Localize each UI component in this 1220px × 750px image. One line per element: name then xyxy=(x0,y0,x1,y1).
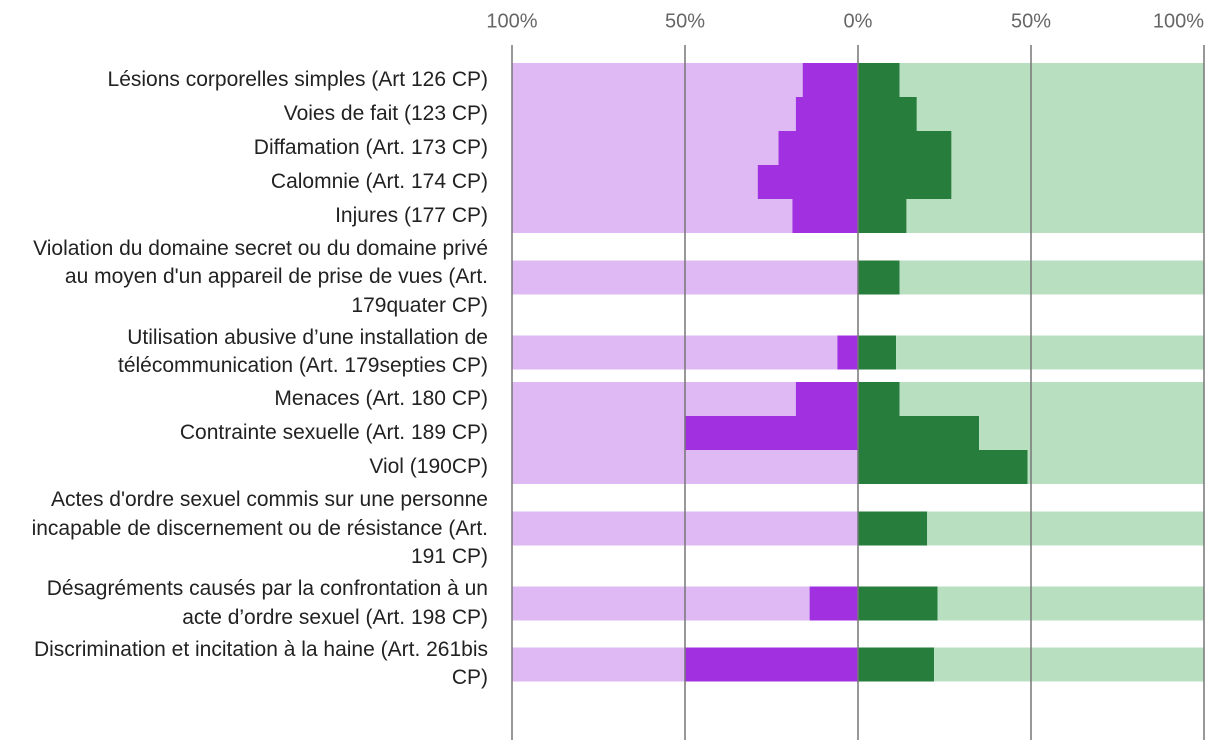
x-tick-label: 50% xyxy=(665,10,705,32)
bar-segment xyxy=(757,165,858,199)
x-tick-label: 100% xyxy=(486,10,537,32)
bar-segment xyxy=(512,382,796,416)
bar-segment xyxy=(512,416,685,450)
category-label: Viol (190CP) xyxy=(369,455,488,479)
bar-segment xyxy=(512,199,793,233)
bar-segment xyxy=(1027,450,1204,484)
bar-segment xyxy=(512,131,779,165)
bar-segment xyxy=(795,382,858,416)
bar-segment xyxy=(951,165,1204,199)
bar-segment xyxy=(899,382,1204,416)
bar-segment xyxy=(512,63,803,97)
category-label: Contrainte sexuelle (Art. 189 CP) xyxy=(179,421,488,445)
bar-segment xyxy=(858,382,900,416)
bar-segment xyxy=(951,131,1204,165)
category-label: Voies de fait (123 CP) xyxy=(283,101,488,125)
bar-segment xyxy=(858,63,900,97)
category-label: Lésions corporelles simples (Art 126 CP) xyxy=(107,67,488,91)
bar-segment xyxy=(899,63,1204,97)
bar-segment xyxy=(778,131,858,165)
category-label: Discrimination et incitation à la haine … xyxy=(33,637,488,690)
bar-segment xyxy=(899,260,1204,295)
bar-segment xyxy=(858,260,900,295)
bar-segment xyxy=(858,97,917,131)
category-label: Calomnie (Art. 174 CP) xyxy=(270,169,488,193)
bar-segment xyxy=(512,586,810,621)
category-labels: Lésions corporelles simples (Art 126 CP)… xyxy=(10,63,488,695)
x-tick-label: 50% xyxy=(1011,10,1051,32)
bar-segment xyxy=(858,131,952,165)
bar-segment xyxy=(837,335,858,370)
bar-segment xyxy=(795,97,858,131)
bar-segment xyxy=(916,97,1204,131)
category-label: Désagréments causés par la confrontation… xyxy=(46,577,488,629)
bar-segment xyxy=(858,450,1028,484)
bar-segment xyxy=(858,165,952,199)
bar-segment xyxy=(858,199,907,233)
category-label: Diffamation (Art. 173 CP) xyxy=(253,135,488,159)
category-label: Violation du domaine secret ou du domain… xyxy=(33,237,488,317)
category-label: Actes d'ordre sexuel commis sur une pers… xyxy=(31,488,488,569)
bar-segment xyxy=(858,335,897,370)
bar-segment xyxy=(896,335,1204,370)
bar-segment xyxy=(512,647,685,682)
bar-segment xyxy=(802,63,858,97)
bar-segment xyxy=(906,199,1204,233)
bar-segment xyxy=(858,416,980,450)
bar-segment xyxy=(858,647,935,682)
bar-segment xyxy=(858,511,928,546)
bar-segment xyxy=(512,335,838,370)
bar-segment xyxy=(792,199,858,233)
bar-segment xyxy=(809,586,858,621)
bar-segment xyxy=(937,586,1204,621)
category-label: Utilisation abusive d’une installation d… xyxy=(118,325,488,378)
bar-segment xyxy=(858,586,938,621)
bar-segment xyxy=(934,647,1204,682)
bar-segment xyxy=(979,416,1204,450)
bar-segment xyxy=(927,511,1204,546)
bar-segment xyxy=(685,416,858,450)
x-tick-label: 0% xyxy=(844,10,873,32)
bar-segment xyxy=(512,165,758,199)
x-tick-label: 100% xyxy=(1153,10,1204,32)
bar-segment xyxy=(685,647,858,682)
bar-segment xyxy=(512,97,796,131)
category-label: Menaces (Art. 180 CP) xyxy=(274,387,488,411)
category-label: Injures (177 CP) xyxy=(335,203,488,227)
